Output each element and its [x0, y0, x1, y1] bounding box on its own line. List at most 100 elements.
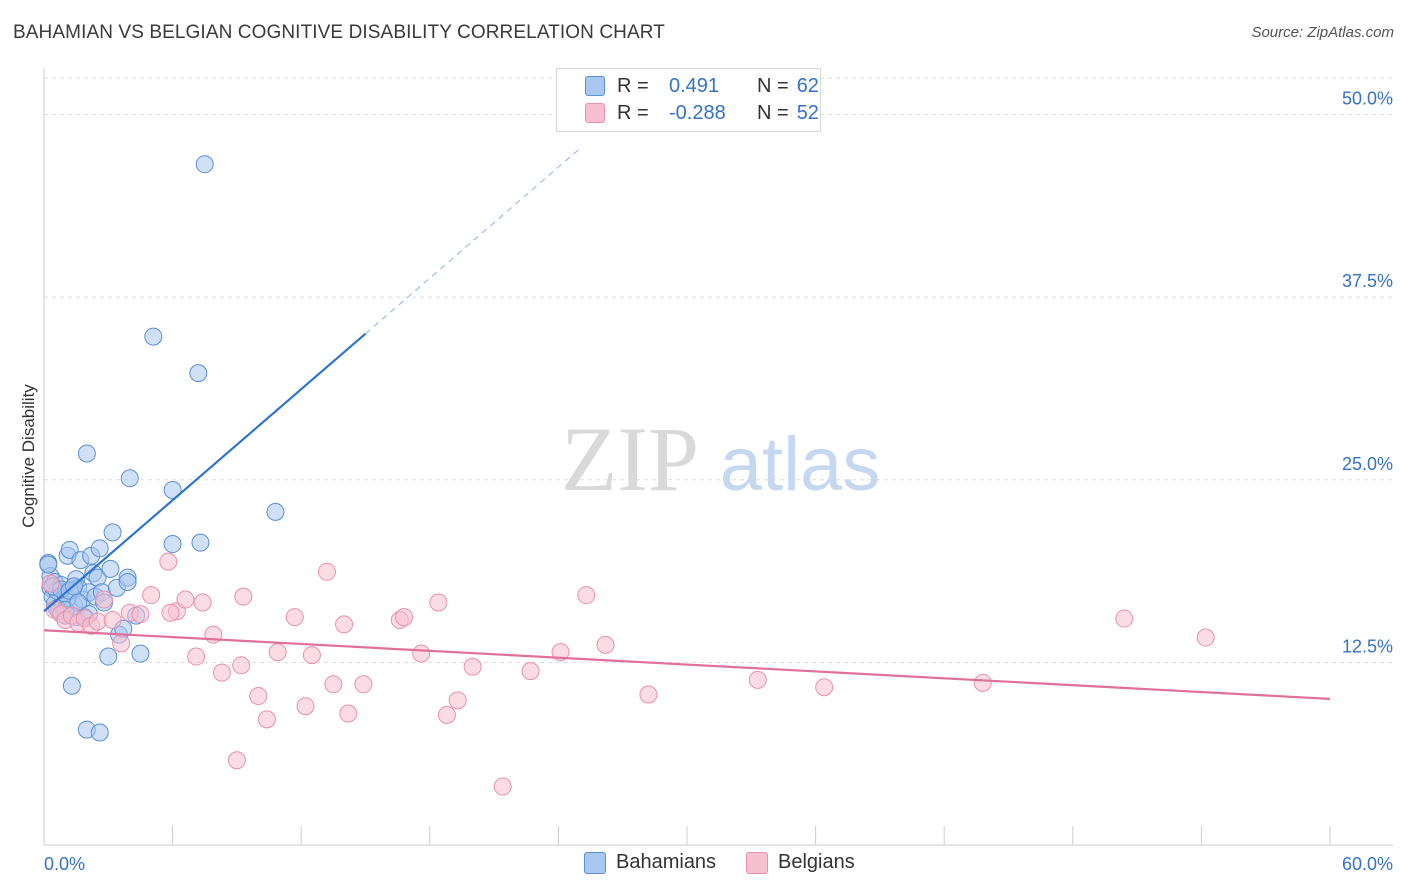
data-point	[99, 647, 118, 666]
data-point	[163, 480, 182, 499]
r-label: R =	[617, 101, 649, 124]
r-value: -0.288	[669, 101, 726, 124]
r-value: 0.491	[669, 74, 720, 97]
n-label: N =	[757, 74, 789, 97]
data-point	[317, 562, 336, 581]
data-point	[249, 686, 268, 705]
legend-item-belgians[interactable]: Belgians	[746, 851, 855, 874]
legend-row-belgians: R = -0.288 N = 52	[557, 100, 819, 126]
data-point	[163, 535, 182, 554]
correlation-legend: R = 0.491 N = 62 R = -0.288 N = 52	[556, 68, 821, 132]
y-tick-label: 37.5%	[1342, 271, 1393, 291]
data-point	[268, 643, 287, 662]
bahamians-trend-line	[43, 332, 367, 613]
watermark-zip: ZIP	[561, 408, 699, 510]
data-point	[412, 644, 431, 663]
axis-labels: Cognitive Disability 0.0% 60.0% 12.5% 25.…	[19, 89, 1393, 874]
belgians-swatch	[585, 103, 605, 123]
data-point	[103, 611, 122, 630]
data-point	[176, 590, 195, 609]
data-point	[448, 691, 467, 710]
data-point	[551, 643, 570, 662]
data-point	[191, 533, 210, 552]
belgians-trend-line	[43, 629, 1331, 701]
data-point	[285, 608, 304, 627]
data-point	[232, 656, 251, 675]
data-point	[41, 574, 60, 593]
data-point	[142, 586, 161, 605]
bahamians-legend-swatch	[584, 851, 606, 874]
chart-title: BAHAMIAN VS BELGIAN COGNITIVE DISABILITY…	[13, 22, 665, 43]
data-point	[437, 705, 456, 724]
data-point	[103, 523, 122, 542]
data-point	[112, 634, 131, 653]
watermark: ZIP atlas	[561, 408, 880, 510]
data-point	[577, 586, 596, 605]
bahamians-swatch	[585, 76, 605, 96]
y-tick-label: 12.5%	[1342, 636, 1393, 656]
data-point	[973, 673, 992, 692]
data-point	[324, 675, 343, 694]
data-point	[493, 777, 512, 796]
data-point	[234, 587, 253, 606]
data-point	[212, 663, 231, 682]
grid-layer	[44, 77, 1393, 663]
data-point	[193, 593, 212, 612]
trend-lines	[43, 148, 1331, 701]
r-label: R =	[617, 74, 649, 97]
data-point	[463, 657, 482, 676]
data-point	[227, 751, 246, 770]
belgians-points	[41, 552, 1215, 796]
n-value: 52	[796, 101, 819, 124]
data-point	[131, 605, 150, 624]
n-value: 62	[796, 74, 819, 97]
series-legend: Bahamians Belgians	[0, 851, 1406, 879]
bahamians-legend-label: Bahamians	[616, 851, 717, 873]
x-tick-label-start: 0.0%	[44, 854, 85, 874]
data-point	[596, 635, 615, 654]
data-point	[521, 662, 540, 681]
data-point	[195, 155, 214, 174]
source-label: Source: ZipAtlas.com	[1251, 24, 1394, 41]
data-point	[266, 502, 285, 521]
data-point	[189, 364, 208, 383]
data-point	[395, 608, 414, 627]
data-point	[187, 647, 206, 666]
bahamians-points	[39, 155, 285, 742]
data-point	[120, 469, 139, 488]
data-point	[302, 646, 321, 665]
data-point	[62, 676, 81, 695]
belgians-legend-label: Belgians	[778, 851, 855, 873]
data-point	[354, 675, 373, 694]
y-tick-label: 25.0%	[1342, 454, 1393, 474]
data-point	[1115, 609, 1134, 628]
axis-layer	[43, 68, 1393, 846]
legend-row-bahamians: R = 0.491 N = 62	[557, 73, 819, 99]
x-tick-label-end: 60.0%	[1342, 854, 1393, 874]
data-point	[88, 612, 107, 631]
data-point	[159, 552, 178, 571]
watermark-atlas: atlas	[720, 422, 881, 507]
data-point	[335, 615, 354, 634]
data-point	[131, 644, 150, 663]
data-point	[296, 697, 315, 716]
data-point	[90, 539, 109, 558]
belgians-legend-swatch	[746, 851, 768, 874]
data-point	[339, 704, 358, 723]
data-point	[815, 678, 834, 697]
data-point	[77, 444, 96, 463]
data-point	[1196, 628, 1215, 647]
legend-item-bahamians[interactable]: Bahamians	[584, 851, 716, 874]
data-point	[101, 559, 120, 578]
data-point	[429, 593, 448, 612]
data-point	[639, 685, 658, 704]
data-point	[39, 555, 58, 574]
bahamians-trend-extension	[365, 148, 581, 335]
data-point	[748, 670, 767, 689]
data-point	[90, 723, 109, 742]
data-point	[144, 327, 163, 346]
y-axis-title: Cognitive Disability	[19, 384, 38, 528]
data-point	[95, 590, 114, 609]
data-point	[118, 573, 137, 592]
